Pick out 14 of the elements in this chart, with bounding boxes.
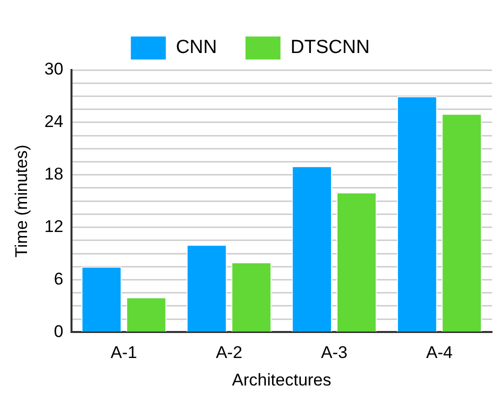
y-tick-label: 24	[44, 112, 64, 132]
y-tick-label: 18	[44, 164, 64, 184]
legend-label: CNN	[176, 37, 218, 58]
x-tick-label: A-1	[110, 343, 138, 362]
x-axis-title: Architectures	[232, 370, 332, 390]
y-tick-label: 30	[44, 60, 64, 79]
x-tick-label: A-3	[321, 343, 348, 362]
legend-label: DTSCNN	[290, 37, 370, 58]
y-tick-label: 0	[54, 322, 64, 341]
y-tick-label: 12	[44, 217, 64, 236]
y-axis-title: Time (minutes)	[12, 144, 31, 258]
x-tick-label: A-2	[216, 343, 242, 362]
x-tick-label: A-4	[426, 343, 453, 362]
y-tick-label: 6	[54, 269, 64, 288]
